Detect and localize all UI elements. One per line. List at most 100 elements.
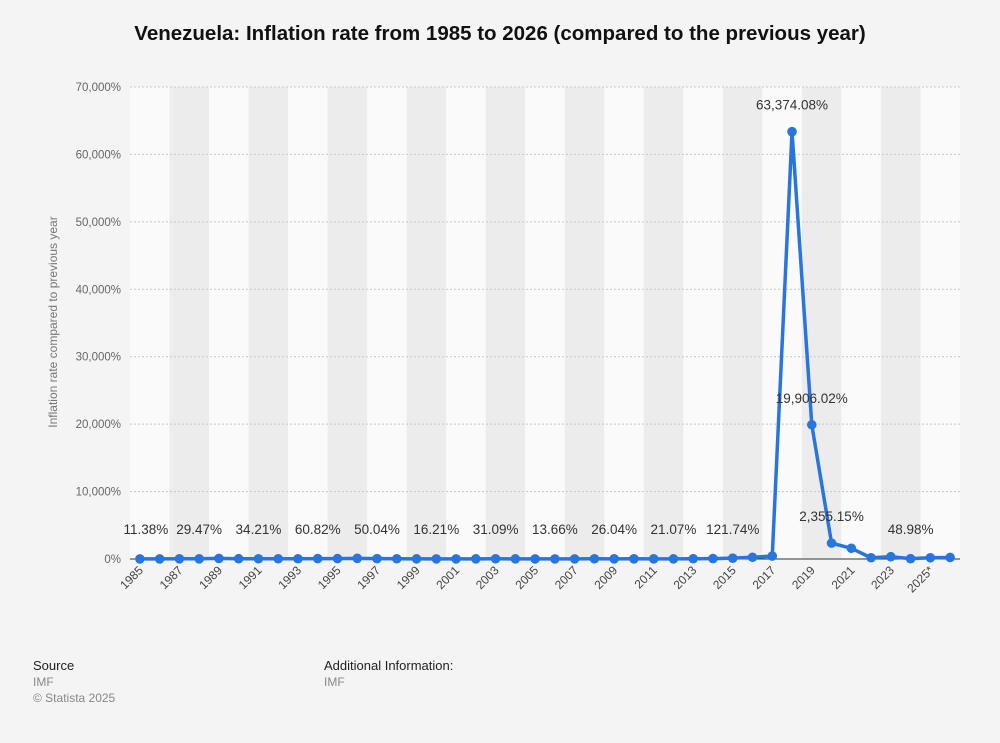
column-band	[604, 87, 625, 559]
column-band	[228, 87, 249, 559]
data-point	[668, 554, 679, 564]
column-band	[307, 87, 328, 559]
column-band	[742, 87, 763, 559]
data-point	[194, 554, 204, 564]
source-label: Source	[33, 658, 75, 673]
column-band	[386, 87, 407, 559]
column-band	[940, 87, 960, 559]
column-band	[130, 87, 150, 559]
y-axis-label: Inflation rate compared to previous year	[46, 216, 60, 427]
column-band	[683, 87, 704, 559]
column-band	[426, 87, 447, 559]
additional-info-label: Additional Information:	[324, 658, 454, 673]
data-point	[569, 554, 580, 564]
data-label: 31.09%	[473, 522, 519, 537]
x-tick-label: 2025*	[904, 563, 936, 595]
data-point	[372, 553, 382, 564]
data-point	[471, 554, 481, 564]
y-tick-label: 20,000%	[76, 419, 121, 431]
data-point	[431, 554, 442, 564]
data-label: 19,906.02%	[776, 391, 848, 406]
data-label: 34.21%	[236, 522, 282, 537]
y-tick-label: 60,000%	[76, 149, 121, 161]
column-band	[347, 87, 368, 559]
data-point	[609, 554, 619, 564]
y-tick-label: 50,000%	[76, 217, 121, 229]
y-tick-label: 0%	[104, 554, 121, 566]
x-tick-label: 1997	[354, 563, 383, 592]
column-band	[406, 87, 427, 559]
chart-title: Venezuela: Inflation rate from 1985 to 2…	[134, 22, 866, 45]
column-band	[624, 87, 644, 559]
x-axis-ticks: 1985 1987 1989 1991 1993 1995 1997 1999 2001 2003…	[117, 563, 936, 595]
additional-info-block: Additional Information: IMF	[324, 658, 453, 690]
data-point	[273, 553, 284, 564]
column-band	[703, 87, 723, 559]
column-band	[584, 87, 605, 559]
data-label: 29.47%	[176, 522, 222, 537]
data-point	[550, 554, 560, 564]
column-band	[564, 87, 585, 559]
data-point	[708, 553, 718, 564]
data-point	[589, 553, 600, 564]
data-label: 50.04%	[354, 522, 400, 537]
additional-info-value: IMF	[324, 675, 345, 689]
data-point	[332, 553, 343, 564]
data-label: 21.07%	[651, 522, 697, 537]
data-point	[510, 554, 521, 564]
y-tick-label: 40,000%	[76, 284, 121, 296]
x-tick-label: 2013	[671, 563, 700, 592]
data-point	[648, 554, 659, 564]
column-band	[189, 87, 210, 559]
column-band	[327, 87, 348, 559]
column-band	[861, 87, 881, 559]
x-tick-label: 1995	[315, 563, 344, 592]
data-point	[214, 553, 224, 564]
x-tick-label: 2003	[473, 563, 502, 592]
data-point	[233, 553, 244, 564]
data-point	[767, 551, 778, 561]
data-point	[787, 126, 797, 137]
data-point	[411, 554, 422, 564]
column-band	[821, 87, 842, 559]
data-point	[629, 554, 639, 564]
x-tick-label: 2011	[632, 563, 660, 591]
data-point	[451, 554, 461, 564]
column-band	[801, 87, 822, 559]
data-point	[352, 553, 363, 564]
column-band	[505, 87, 526, 559]
data-point	[490, 553, 501, 564]
copyright: © Statista 2025	[33, 691, 116, 705]
data-point	[905, 553, 916, 564]
x-tick-label: 1991	[236, 563, 265, 592]
data-label: 121.74%	[706, 522, 759, 537]
data-point	[945, 552, 955, 563]
column-band	[900, 87, 921, 559]
column-band	[169, 87, 190, 559]
data-label: 60.82%	[295, 522, 341, 537]
data-label: 16.21%	[413, 522, 459, 537]
column-band	[841, 87, 862, 559]
column-band	[722, 87, 743, 559]
column-band	[268, 87, 289, 559]
data-label: 48.98%	[888, 522, 934, 537]
data-point	[391, 553, 402, 564]
x-tick-label: 2009	[592, 563, 621, 592]
source-value: IMF	[33, 675, 54, 689]
source-block: Source IMF © Statista 2025	[33, 658, 115, 706]
column-band	[525, 87, 545, 559]
column-band	[209, 87, 229, 559]
column-band	[643, 87, 664, 559]
data-point	[253, 553, 264, 564]
column-band	[248, 87, 269, 559]
data-point	[846, 543, 857, 554]
data-point	[925, 552, 936, 563]
x-tick-label: 1993	[275, 563, 304, 592]
data-label: 11.38%	[123, 522, 168, 537]
y-axis-ticks: 0% 10,000% 20,000% 30,000% 40,000% 50,000% 60,…	[76, 82, 121, 566]
column-band	[545, 87, 565, 559]
column-band	[485, 87, 506, 559]
x-tick-label: 1989	[196, 563, 225, 592]
x-tick-label: 1985	[117, 563, 146, 592]
